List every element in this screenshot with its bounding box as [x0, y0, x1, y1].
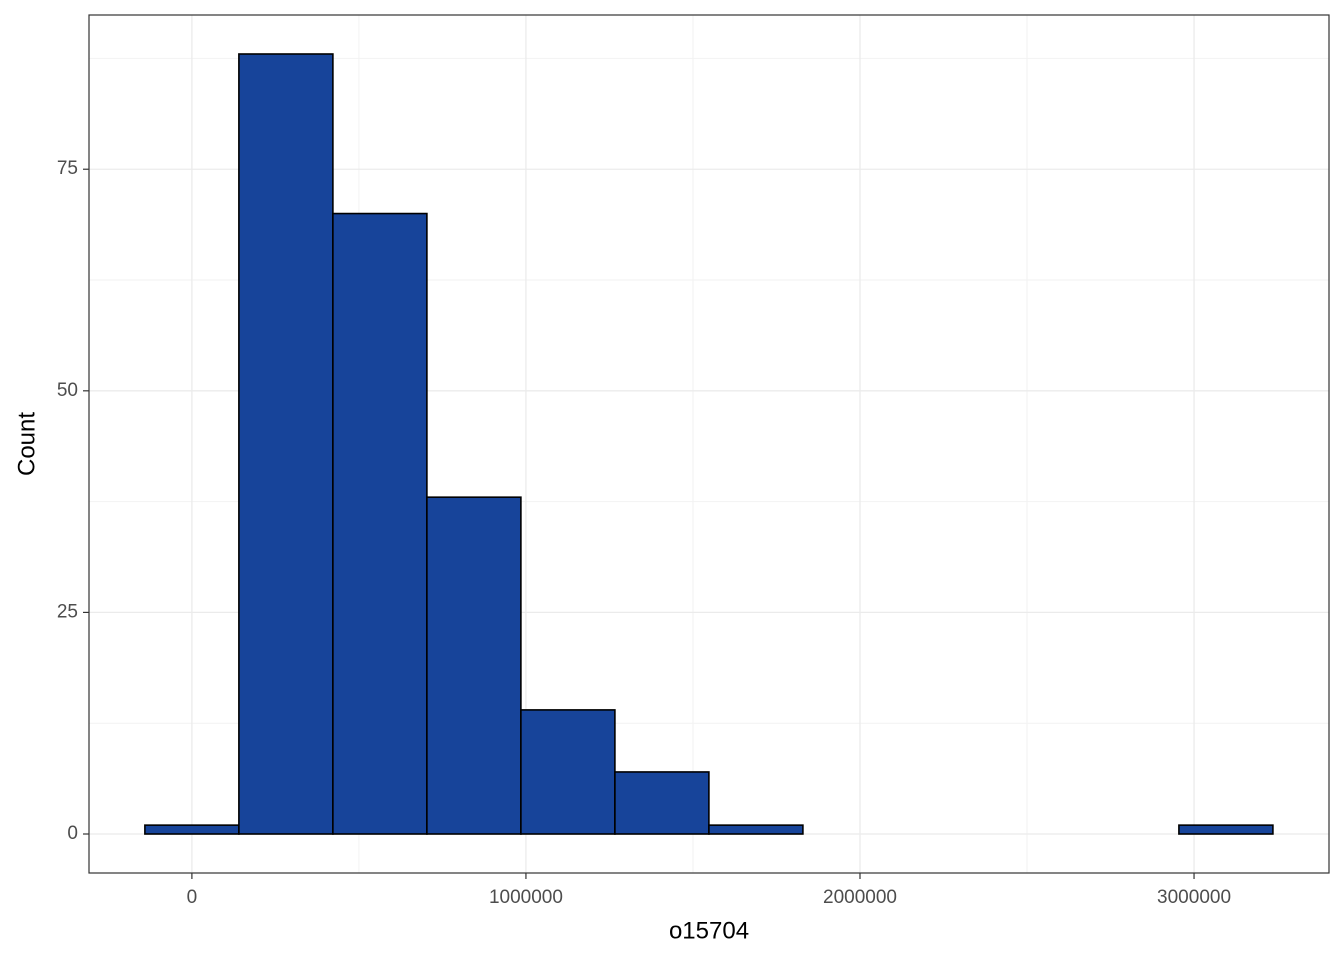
bar — [332, 212, 428, 835]
y-tick-label: 50 — [57, 380, 78, 401]
y-tick-label: 0 — [67, 823, 78, 844]
x-tick-label: 0 — [187, 887, 198, 908]
bar — [520, 709, 616, 835]
x-axis-title: o15704 — [669, 917, 749, 944]
panel-border — [88, 14, 1330, 874]
bar — [1178, 824, 1274, 835]
x-tick-label: 3000000 — [1157, 887, 1231, 908]
bar — [144, 824, 240, 835]
bar — [708, 824, 804, 835]
grid — [89, 15, 1329, 873]
y-axis-title: Count — [13, 412, 40, 476]
bar — [238, 53, 334, 835]
x-tick-label: 2000000 — [823, 887, 897, 908]
x-tick-label: 1000000 — [489, 887, 563, 908]
bar — [614, 771, 710, 835]
bar — [426, 496, 522, 835]
ticks: 0 1000000 2000000 3000000 0 25 50 75 — [57, 158, 1231, 908]
bars — [144, 53, 1274, 835]
y-tick-label: 75 — [57, 158, 78, 179]
y-tick-label: 25 — [57, 601, 78, 622]
